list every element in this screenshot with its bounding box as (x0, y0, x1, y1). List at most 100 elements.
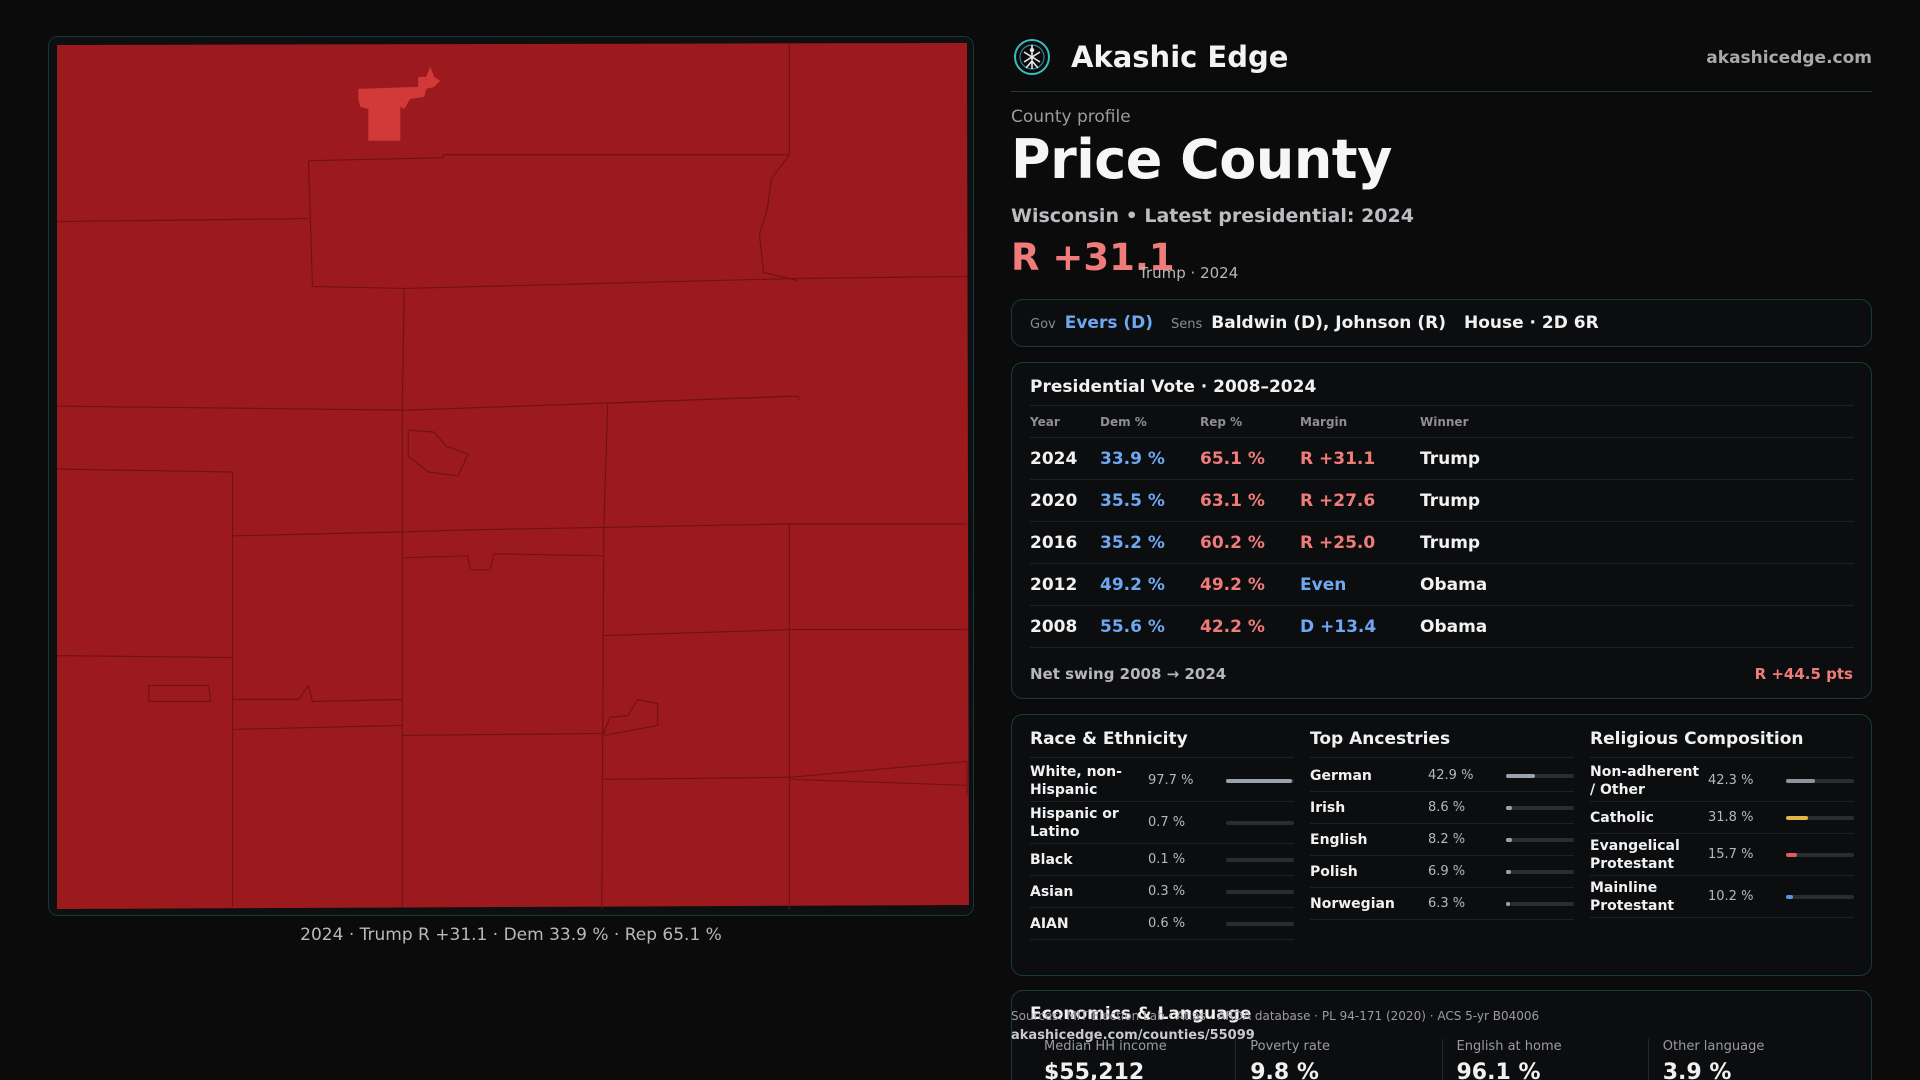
stat-poverty-rate: Poverty rate 9.8 % (1235, 1039, 1441, 1080)
cell-dem: 35.5 % (1100, 479, 1200, 522)
row-label: AIAN (1030, 915, 1069, 932)
cell-rep: 65.1 % (1200, 437, 1300, 480)
cell-winner: Trump (1420, 479, 1854, 522)
divider (1590, 757, 1854, 758)
tree-of-life-icon[interactable] (1013, 38, 1051, 76)
share-bar (1506, 805, 1574, 810)
county-map-svg[interactable] (49, 37, 973, 915)
share-bar-fill (1786, 894, 1793, 899)
cell-winner: Obama (1420, 605, 1854, 648)
share-bar (1226, 921, 1294, 926)
col-header-winner: Winner (1420, 405, 1854, 438)
cell-margin: Even (1300, 563, 1420, 606)
share-bar-fill (1506, 773, 1536, 778)
page-title: Price County (1011, 128, 1392, 191)
share-bar-fill (1226, 821, 1230, 825)
row-label: White, non-Hispanic (1030, 763, 1122, 798)
share-bar-fill (1226, 922, 1230, 926)
stat-value: 3.9 % (1662, 1060, 1732, 1080)
table-row: 2012 49.2 % 49.2 % Even Obama (1030, 563, 1854, 606)
sens-value: Baldwin (D), Johnson (R) (1211, 313, 1446, 333)
county-map[interactable] (48, 36, 974, 916)
cell-winner: Trump (1420, 521, 1854, 564)
vote-card-title: Presidential Vote · 2008–2024 (1030, 377, 1317, 397)
share-bar (1226, 820, 1294, 825)
row-value: 97.7 % (1148, 773, 1194, 788)
share-bar-fill (1226, 858, 1230, 862)
economics-title: Economics & Language (1030, 1004, 1252, 1024)
share-bar (1506, 837, 1574, 842)
table-row: 2020 35.5 % 63.1 % R +27.6 Trump (1030, 479, 1854, 522)
stat-median-income: Median HH income $55,212 (1030, 1039, 1235, 1080)
table-row: 2016 35.2 % 60.2 % R +25.0 Trump (1030, 521, 1854, 564)
cell-winner: Obama (1420, 563, 1854, 606)
race-ethnicity-section: Race & Ethnicity White, non-Hispanic 97.7… (1030, 729, 1294, 940)
house-value: House · 2D 6R (1463, 313, 1599, 333)
religion-section: Religious Composition Non-adherent / Oth… (1590, 729, 1854, 918)
demographics-card: Race & Ethnicity White, non-Hispanic 97.7… (1011, 714, 1872, 976)
share-bar (1506, 773, 1574, 778)
row-value: 6.3 % (1428, 896, 1466, 911)
map-caption: 2024 · Trump R +31.1 · Dem 33.9 % · Rep … (300, 925, 722, 945)
cell-year: 2012 (1030, 563, 1100, 606)
cell-dem: 49.2 % (1100, 563, 1200, 606)
divider (1030, 757, 1294, 758)
cell-margin: R +27.6 (1300, 479, 1420, 522)
row-label: Catholic (1590, 809, 1654, 826)
cell-year: 2016 (1030, 521, 1100, 564)
presidential-vote-card: Presidential Vote · 2008–2024 Year Dem %… (1011, 362, 1872, 699)
col-header-dem: Dem % (1100, 405, 1200, 438)
ancestries-title: Top Ancestries (1310, 729, 1451, 749)
share-bar (1786, 815, 1854, 820)
row-value: 8.2 % (1428, 832, 1466, 847)
cell-rep: 63.1 % (1200, 479, 1300, 522)
brand-url-link[interactable]: akashicedge.com (1706, 48, 1872, 68)
cell-rep: 42.2 % (1200, 605, 1300, 648)
county-shape[interactable] (57, 42, 969, 910)
list-item: AIAN 0.6 % (1030, 908, 1294, 940)
share-bar-fill (1786, 778, 1815, 783)
page-eyebrow: County profile (1011, 107, 1131, 127)
county-url-link[interactable]: akashicedge.com/counties/55099 (1011, 1028, 1255, 1043)
row-value: 8.6 % (1428, 800, 1466, 815)
cell-margin: R +31.1 (1300, 437, 1420, 480)
row-value: 6.9 % (1428, 864, 1466, 879)
row-value: 10.2 % (1708, 889, 1754, 904)
row-label: Evangelical Protestant (1590, 837, 1680, 872)
stat-other-language: Other language 3.9 % (1647, 1039, 1854, 1080)
share-bar (1506, 901, 1574, 906)
row-value: 0.1 % (1148, 852, 1186, 867)
share-bar (1786, 778, 1854, 783)
share-bar-fill (1786, 852, 1797, 857)
stat-label: Median HH income (1044, 1039, 1167, 1054)
share-bar (1226, 778, 1294, 783)
cell-rep: 49.2 % (1200, 563, 1300, 606)
brand-name[interactable]: Akashic Edge (1071, 40, 1289, 74)
share-bar (1786, 894, 1854, 899)
share-bar (1786, 852, 1854, 857)
share-bar-fill (1506, 901, 1511, 906)
list-item: English 8.2 % (1310, 824, 1574, 856)
share-bar (1506, 869, 1574, 874)
gov-label: Gov (1030, 317, 1056, 332)
list-item: Asian 0.3 % (1030, 876, 1294, 908)
row-value: 42.9 % (1428, 768, 1474, 783)
share-bar (1226, 889, 1294, 894)
stat-label: English at home (1456, 1039, 1562, 1054)
share-bar-fill (1506, 869, 1511, 874)
ancestries-section: Top Ancestries German 42.9 % Irish 8.6 % Eng… (1310, 729, 1574, 920)
race-ethnicity-rows: White, non-Hispanic 97.7 % Hispanic or Lat… (1030, 760, 1294, 940)
religion-title: Religious Composition (1590, 729, 1804, 749)
row-label: Polish (1310, 863, 1358, 880)
row-label: English (1310, 831, 1368, 848)
share-bar-fill (1226, 778, 1293, 783)
row-label: Irish (1310, 799, 1346, 816)
list-item: Hispanic or Latino 0.7 % (1030, 802, 1294, 844)
cell-dem: 33.9 % (1100, 437, 1200, 480)
stat-label: Poverty rate (1250, 1039, 1330, 1054)
col-header-rep: Rep % (1200, 405, 1300, 438)
sens-label: Sens (1171, 317, 1203, 332)
city-highlight[interactable] (358, 66, 441, 141)
divider (1310, 757, 1574, 758)
stat-label: Other language (1662, 1039, 1765, 1054)
